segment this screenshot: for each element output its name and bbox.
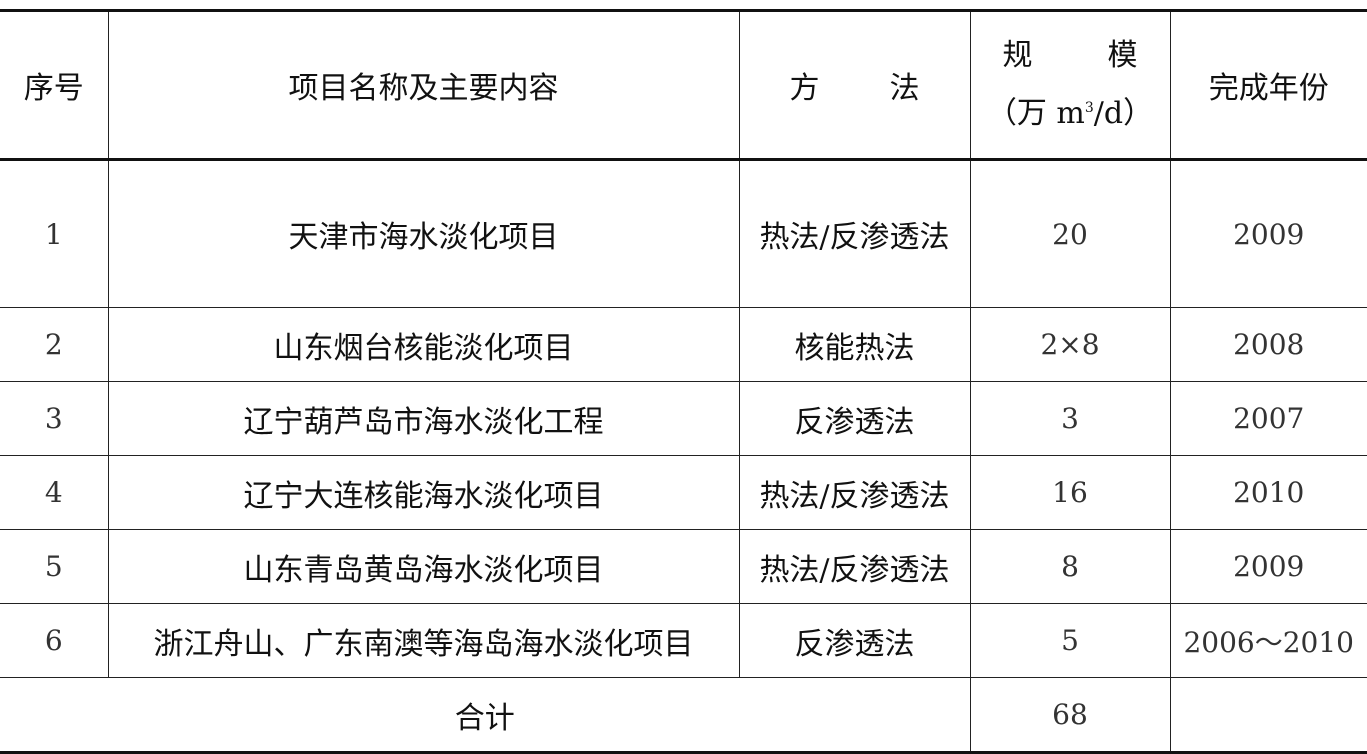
- total-scale: 68: [969, 677, 1171, 754]
- cell-scale: 5: [969, 603, 1171, 678]
- total-label: 合计: [0, 677, 971, 754]
- header-method-b: 法: [889, 71, 920, 106]
- header-scale: 规 模 （万 m3/d）: [969, 9, 1171, 161]
- table-row: 1 天津市海水淡化项目 热法/反渗透法 20 2009: [0, 158, 1367, 308]
- header-year: 完成年份: [1169, 9, 1367, 161]
- table-row: 4 辽宁大连核能海水淡化项目 热法/反渗透法 16 2010: [0, 455, 1367, 530]
- table-row: 5 山东青岛黄岛海水淡化项目 热法/反渗透法 8 2009: [0, 529, 1367, 604]
- unit-post: /d）: [1093, 96, 1154, 131]
- cell-year: 2006～2010: [1169, 603, 1367, 678]
- cell-index: 1: [0, 158, 109, 308]
- header-scale-b: 模: [1107, 38, 1138, 73]
- table-row: 2 山东烟台核能淡化项目 核能热法 2×8 2008: [0, 307, 1367, 382]
- cell-name: 辽宁葫芦岛市海水淡化工程: [107, 381, 740, 456]
- cell-year: 2007: [1169, 381, 1367, 456]
- table-row: 6 浙江舟山、广东南澳等海岛海水淡化项目 反渗透法 5 2006～2010: [0, 603, 1367, 678]
- cell-year: 2010: [1169, 455, 1367, 530]
- cell-name: 山东烟台核能淡化项目: [107, 307, 740, 382]
- table-row: 3 辽宁葫芦岛市海水淡化工程 反渗透法 3 2007: [0, 381, 1367, 456]
- cell-scale: 8: [969, 529, 1171, 604]
- cell-name: 辽宁大连核能海水淡化项目: [107, 455, 740, 530]
- unit-pre: （万 m: [986, 96, 1085, 131]
- header-row: 序号 项目名称及主要内容 方法 规模 （万 m3/d） 完成年份: [0, 9, 1367, 161]
- header-name: 项目名称及主要内容: [107, 9, 740, 161]
- cell-index: 3: [0, 381, 109, 456]
- header-method: 方法: [738, 9, 971, 161]
- cell-year: 2009: [1169, 529, 1367, 604]
- header-method-a: 方: [789, 71, 820, 106]
- cell-scale: 3: [969, 381, 1171, 456]
- cell-index: 2: [0, 307, 109, 382]
- cell-year: 2008: [1169, 307, 1367, 382]
- cell-scale: 20: [969, 158, 1171, 308]
- cell-name: 浙江舟山、广东南澳等海岛海水淡化项目: [107, 603, 740, 678]
- cell-index: 4: [0, 455, 109, 530]
- unit-sup: 3: [1084, 100, 1094, 116]
- header-scale-a: 规: [1002, 38, 1033, 73]
- cell-method: 热法/反渗透法: [738, 529, 971, 604]
- cell-scale: 16: [969, 455, 1171, 530]
- cell-name: 天津市海水淡化项目: [107, 158, 740, 308]
- cell-name: 山东青岛黄岛海水淡化项目: [107, 529, 740, 604]
- desalination-projects-table: 序号 项目名称及主要内容 方法 规模 （万 m3/d） 完成年份 1 天津市海水淡…: [0, 9, 1367, 754]
- cell-method: 核能热法: [738, 307, 971, 382]
- total-row: 合计 68: [0, 677, 1367, 754]
- cell-method: 热法/反渗透法: [738, 158, 971, 308]
- header-scale-unit: （万 m3/d）: [971, 82, 1170, 140]
- cell-year: 2009: [1169, 158, 1367, 308]
- total-year: [1169, 677, 1367, 754]
- cell-method: 反渗透法: [738, 603, 971, 678]
- cell-index: 6: [0, 603, 109, 678]
- cell-method: 热法/反渗透法: [738, 455, 971, 530]
- header-index: 序号: [0, 9, 109, 161]
- cell-method: 反渗透法: [738, 381, 971, 456]
- cell-index: 5: [0, 529, 109, 604]
- cell-scale: 2×8: [969, 307, 1171, 382]
